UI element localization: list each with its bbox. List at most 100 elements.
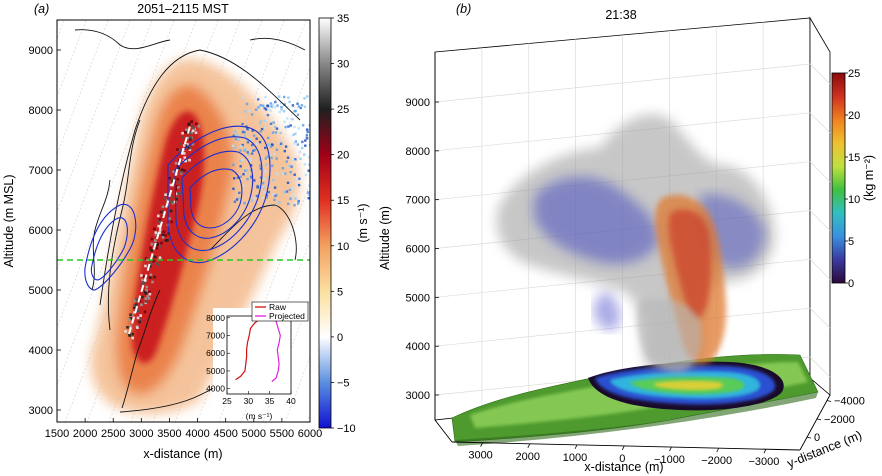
pixel bbox=[238, 196, 241, 200]
grid-line-z-side bbox=[809, 161, 831, 182]
pixel bbox=[243, 134, 246, 137]
pixel bbox=[239, 159, 242, 163]
pixel bbox=[298, 177, 301, 180]
pixel bbox=[294, 158, 297, 161]
pixel bbox=[266, 136, 270, 140]
panel-a-title: 2051–2115 MST bbox=[137, 2, 229, 16]
pixel bbox=[242, 130, 245, 134]
pixel bbox=[250, 152, 254, 155]
pixel bbox=[147, 297, 151, 300]
pixel bbox=[138, 320, 141, 324]
colorbar-a-ticks: 35 30 25 20 15 10 5 0 −5 −10 bbox=[331, 13, 356, 435]
pixel bbox=[307, 156, 310, 159]
pixel bbox=[149, 246, 152, 250]
pixel bbox=[170, 200, 174, 204]
pixel bbox=[248, 138, 252, 141]
pixel bbox=[152, 259, 155, 263]
pixel bbox=[128, 333, 131, 336]
pixel bbox=[161, 205, 165, 209]
x3d-tick-mark bbox=[763, 449, 767, 454]
x3d-tick-mark bbox=[574, 444, 578, 450]
pixel bbox=[234, 137, 238, 141]
pixel bbox=[284, 145, 288, 148]
pixel bbox=[150, 237, 154, 241]
pixel bbox=[161, 233, 165, 237]
pixel bbox=[282, 172, 285, 176]
panel-a-y-label: Altitude (m MSL) bbox=[2, 174, 16, 267]
pixel bbox=[286, 181, 290, 184]
x3d-tick-mark bbox=[669, 446, 672, 452]
pixel bbox=[143, 275, 146, 278]
y3d-tick-mark bbox=[816, 418, 822, 421]
inset-x-tick-label: 25 bbox=[222, 396, 232, 406]
pixel bbox=[189, 136, 192, 139]
pixel bbox=[296, 102, 299, 105]
panel-a-label: (a) bbox=[34, 2, 49, 16]
panel-b-z-label: Altitude (m) bbox=[378, 206, 392, 270]
pixel bbox=[133, 304, 136, 307]
pixel bbox=[281, 167, 285, 170]
pixel bbox=[283, 95, 286, 99]
pixel bbox=[297, 105, 300, 108]
inset-x-tick-label: 40 bbox=[286, 396, 296, 406]
pixel bbox=[256, 184, 259, 188]
pixel bbox=[192, 127, 196, 130]
pixel bbox=[272, 121, 275, 124]
pixel bbox=[264, 108, 268, 111]
inset-x-tick-label: 35 bbox=[265, 396, 275, 406]
pixel bbox=[153, 275, 156, 279]
colorbar-a-tick-label: 30 bbox=[337, 59, 349, 71]
pixel bbox=[187, 146, 191, 150]
pixel bbox=[232, 144, 235, 147]
pixel bbox=[267, 191, 270, 194]
pixel bbox=[169, 183, 173, 187]
panel-b-y-label: y-distance (m) bbox=[785, 428, 864, 471]
pixel bbox=[255, 137, 258, 140]
pixel bbox=[299, 157, 302, 160]
pixel bbox=[248, 159, 252, 162]
x-tick-label: 2500 bbox=[101, 428, 125, 440]
colorbar-a-tick-label: 15 bbox=[337, 195, 349, 207]
pixel bbox=[143, 310, 147, 314]
colorbar-b-ticks: 25 20 15 10 5 0 bbox=[845, 68, 860, 290]
panel-b-x-ticks: 3000 2000 1000 0 −1000 −2000 −3000 bbox=[468, 442, 779, 468]
pixel bbox=[276, 104, 279, 107]
pixel bbox=[273, 125, 277, 129]
pixel bbox=[233, 200, 237, 203]
pixel bbox=[188, 132, 192, 135]
pixel bbox=[182, 144, 186, 147]
grid-line-z-side bbox=[809, 259, 831, 280]
pixel bbox=[264, 119, 268, 123]
pixel bbox=[188, 130, 192, 134]
colorbar-a-label: (m s⁻¹) bbox=[356, 203, 370, 242]
colorbar-b-label: (kg m⁻²) bbox=[862, 155, 876, 201]
pixel bbox=[232, 163, 235, 166]
pixel bbox=[185, 128, 188, 132]
pixel bbox=[241, 96, 245, 100]
pixel bbox=[262, 104, 265, 107]
colorbar-a-tick-label: 20 bbox=[337, 150, 349, 162]
pixel bbox=[256, 186, 259, 189]
pixel bbox=[134, 303, 138, 306]
pixel bbox=[194, 131, 198, 134]
pixel bbox=[257, 98, 260, 101]
pixel bbox=[244, 148, 247, 151]
pixel bbox=[283, 191, 286, 194]
pixel bbox=[246, 141, 250, 144]
pixel bbox=[246, 151, 249, 154]
pixel bbox=[174, 162, 178, 165]
pixel bbox=[285, 160, 288, 163]
pixel bbox=[136, 316, 140, 320]
y3d-tick-label: −4000 bbox=[834, 396, 865, 408]
pixel bbox=[253, 197, 256, 200]
panel-b-colorbar: 25 20 15 10 5 0 (kg m⁻²) bbox=[831, 68, 876, 290]
pixel bbox=[129, 313, 132, 317]
pixel bbox=[259, 167, 263, 170]
terrain-shadow bbox=[455, 392, 818, 446]
grid-line-z-side bbox=[809, 307, 831, 329]
pixel bbox=[264, 163, 268, 166]
pixel bbox=[304, 144, 307, 147]
colorbar-a-tick-label: 35 bbox=[337, 13, 349, 25]
pixel bbox=[280, 105, 283, 109]
x3d-tick-mark bbox=[527, 443, 531, 448]
